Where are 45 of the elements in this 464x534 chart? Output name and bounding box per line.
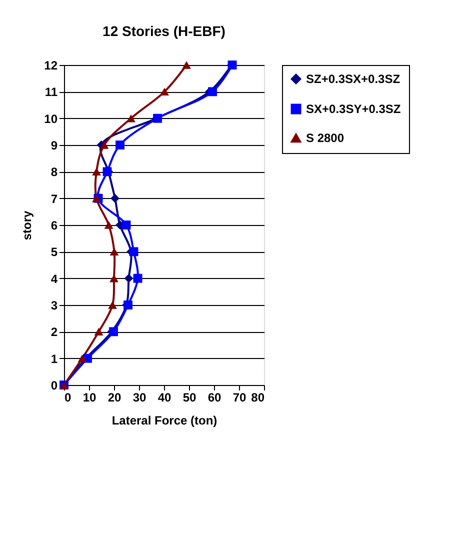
x-tick-label: 80 [251,390,265,404]
x-tick-label: 0 [64,390,72,404]
point [108,301,117,309]
y-tick-label: 12 [44,58,58,72]
point [110,248,119,256]
y-tick-label: 11 [44,85,58,100]
y-tick-label: 7 [50,192,58,206]
x-tick-label: 30 [132,390,146,404]
point [126,114,136,122]
x-tick-label: 10 [82,390,96,404]
point [116,140,124,150]
y-tick-label: 9 [50,138,58,152]
point [124,274,134,283]
point [129,247,138,256]
x-tick-label: 70 [232,390,246,404]
y-tick-label: 10 [44,112,58,126]
point [104,221,114,229]
x-tick-label: 40 [158,390,172,404]
point [78,354,87,362]
y-tick-label: 1 [50,352,58,366]
x-tick-label: 20 [108,390,122,404]
y-tick-label: 3 [50,298,58,312]
x-tick-label: 50 [182,390,196,404]
point [182,61,191,69]
x-axis-title: Lateral Force (ton) [112,414,218,428]
point [122,220,131,230]
legend-label: S 2800 [306,131,344,145]
y-tick-label: 5 [50,245,58,260]
point [133,274,142,283]
legend-label: SZ+0.3SX+0.3SZ [306,72,400,86]
chart-title: 12 Stories (H-EBF) [102,23,226,39]
y-tick-label: 2 [50,325,58,340]
y-tick-label: 0 [50,378,58,392]
point [100,141,109,149]
point [94,328,104,336]
x-tick-label: 60 [208,390,222,404]
y-tick-label: 6 [50,218,58,232]
legend-label: SX+0.3SY+0.3SZ [306,102,401,116]
point [92,168,101,176]
point [208,87,217,96]
y-axis-title: story [20,210,34,240]
point [110,194,120,203]
y-tick-label: 8 [50,165,58,180]
y-tick-label: 4 [50,272,58,286]
point [160,88,169,96]
